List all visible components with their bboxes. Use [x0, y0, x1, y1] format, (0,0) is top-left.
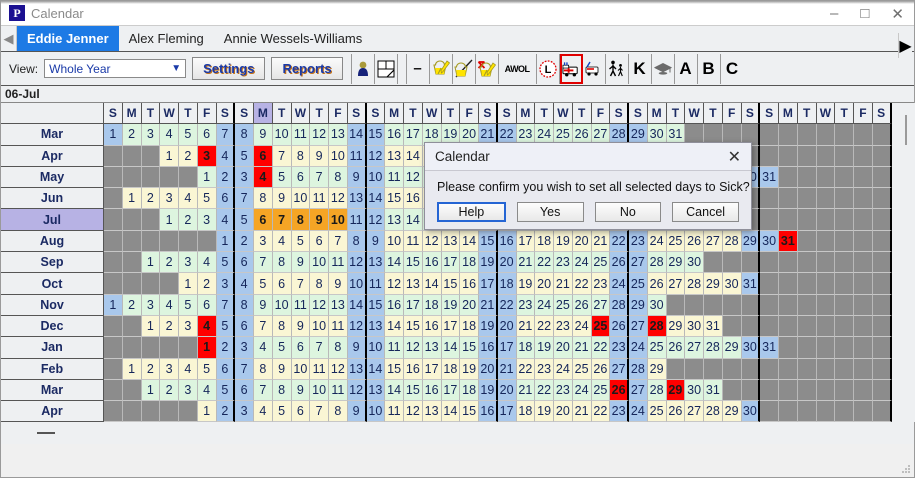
svg-text:L: L — [544, 64, 551, 76]
